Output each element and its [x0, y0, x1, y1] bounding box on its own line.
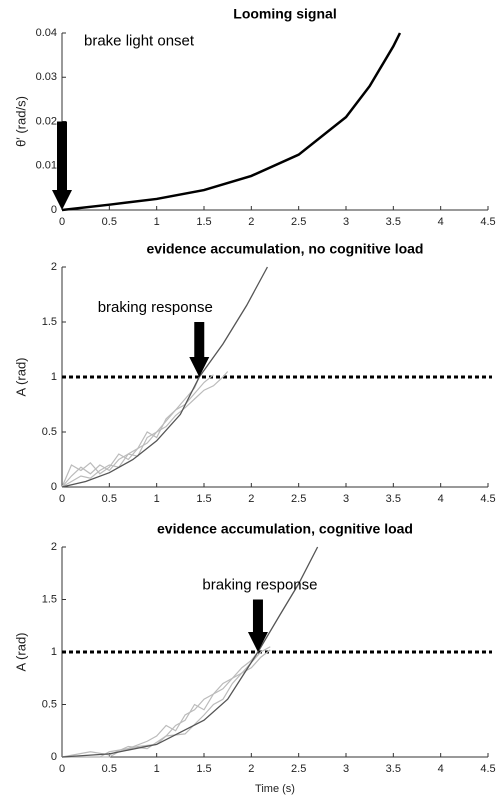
x-tick-label: 3 [343, 763, 349, 775]
x-tick-label: 1.5 [196, 493, 211, 505]
x-tick-label: 2.5 [291, 763, 306, 775]
chart-title: evidence accumulation, cognitive load [157, 521, 413, 537]
series-line [61, 376, 200, 488]
arrow [247, 599, 268, 652]
x-tick-label: 4 [438, 763, 444, 775]
x-tick-label: 0 [59, 216, 65, 228]
series-line [61, 649, 271, 758]
x-tick-label: 4 [438, 493, 444, 505]
series-line [61, 374, 214, 488]
x-tick-label: 3.5 [386, 493, 401, 505]
y-tick-label: 1.5 [42, 593, 57, 605]
arrow [52, 121, 72, 210]
x-tick-label: 0.5 [102, 216, 117, 228]
x-tick-label: 0 [59, 763, 65, 775]
chart-title: Looming signal [233, 6, 336, 22]
x-tick-label: 4.5 [480, 216, 495, 228]
y-tick-label: 2 [51, 261, 57, 273]
series-line [62, 646, 271, 758]
y-tick-label: 0 [51, 204, 57, 216]
annotation-text: braking response [98, 299, 213, 316]
y-axis-label: A (rad) [13, 357, 28, 396]
series-line [62, 651, 259, 758]
x-tick-label: 4 [438, 216, 444, 228]
series-line [61, 371, 229, 488]
x-tick-label: 1 [154, 216, 160, 228]
x-tick-label: 2.5 [291, 493, 306, 505]
x-tick-label: 1.5 [196, 763, 211, 775]
y-tick-label: 0.5 [42, 698, 57, 710]
y-axis-label: A (rad) [13, 632, 28, 671]
annotation-text: braking response [202, 576, 317, 593]
y-tick-label: 2 [51, 541, 57, 553]
x-tick-label: 1 [154, 493, 160, 505]
x-tick-label: 1 [154, 763, 160, 775]
y-tick-label: 0 [51, 481, 57, 493]
x-tick-label: 3 [343, 216, 349, 228]
y-tick-label: 1 [51, 371, 57, 383]
x-tick-label: 2 [248, 763, 254, 775]
y-tick-label: 0.04 [36, 27, 57, 39]
annotation-text: brake light onset [84, 32, 195, 49]
x-tick-label: 0.5 [102, 493, 117, 505]
y-tick-label: 0.03 [36, 71, 57, 83]
x-tick-label: 1.5 [196, 216, 211, 228]
x-tick-label: 0.5 [102, 763, 117, 775]
y-tick-label: 1.5 [42, 316, 57, 328]
x-tick-label: 0 [59, 493, 65, 505]
series-line [61, 266, 268, 488]
x-tick-label: 2 [248, 493, 254, 505]
y-tick-label: 0.01 [36, 160, 57, 172]
x-axis-label: Time (s) [255, 783, 295, 795]
x-tick-label: 3.5 [386, 216, 401, 228]
x-tick-label: 2.5 [291, 216, 306, 228]
x-tick-label: 2 [248, 216, 254, 228]
y-axis-label: θ′ (rad/s) [13, 96, 28, 147]
y-tick-label: 1 [51, 646, 57, 658]
arrow [189, 322, 210, 377]
chart-title: evidence accumulation, no cognitive load [147, 241, 424, 257]
x-tick-label: 4.5 [480, 763, 495, 775]
y-tick-label: 0.5 [42, 426, 57, 438]
x-tick-label: 3 [343, 493, 349, 505]
x-tick-label: 4.5 [480, 493, 495, 505]
series-line [61, 32, 402, 212]
y-tick-label: 0.02 [36, 115, 57, 127]
y-tick-label: 0 [51, 751, 57, 763]
x-tick-label: 3.5 [386, 763, 401, 775]
series-line [61, 546, 319, 758]
